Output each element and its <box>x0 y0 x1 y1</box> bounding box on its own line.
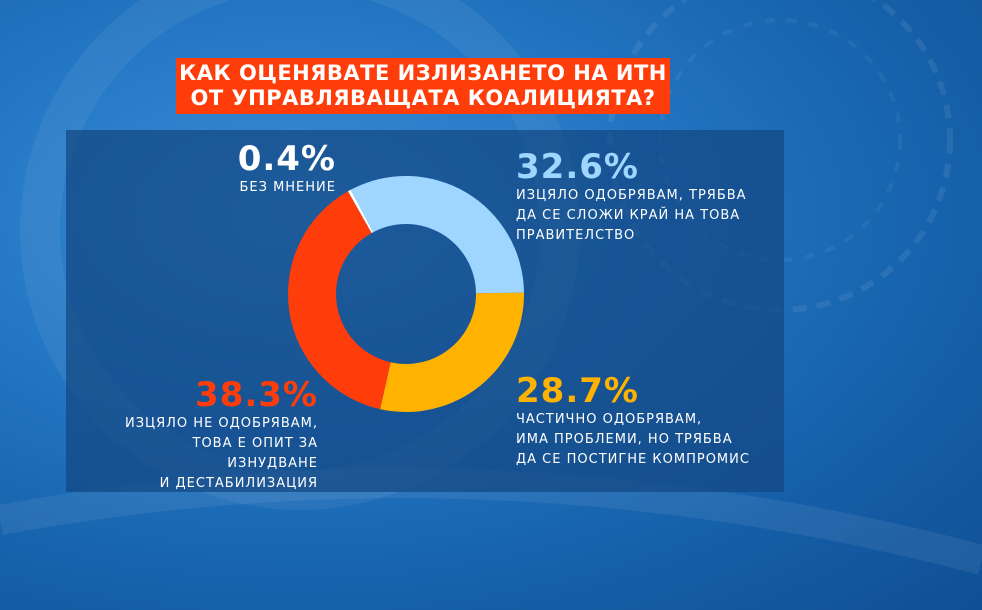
desc-approve-fully-3: ПРАВИТЕЛСТВО <box>516 228 636 243</box>
pct-approve-partially: 28.7% <box>516 371 639 411</box>
label-no-opinion: 0.4% БЕЗ МНЕНИЕ <box>186 140 336 198</box>
slice-approve-fully <box>350 176 524 294</box>
desc-disapprove-fully-1: ИЗЦЯЛО НЕ ОДОБРЯВАМ, <box>124 416 318 431</box>
desc-approve-partially-1: ЧАСТИЧНО ОДОБРЯВАМ, <box>516 412 703 427</box>
desc-no-opinion-1: БЕЗ МНЕНИЕ <box>239 180 336 195</box>
title-line-1: КАК ОЦЕНЯВАТЕ ИЗЛИЗАНЕТО НА ИТН <box>179 61 667 85</box>
title-line-2: ОТ УПРАВЛЯВАЩАТА КОАЛИЦИЯТА? <box>190 86 656 110</box>
label-disapprove-fully: 38.3% ИЗЦЯЛО НЕ ОДОБРЯВАМ, ТОВА Е ОПИТ З… <box>106 376 318 494</box>
desc-approve-partially-3: ДА СЕ ПОСТИГНЕ КОМПРОМИС <box>516 452 750 467</box>
label-approve-partially: 28.7% ЧАСТИЧНО ОДОБРЯВАМ, ИМА ПРОБЛЕМИ, … <box>516 372 750 470</box>
label-approve-fully: 32.6% ИЗЦЯЛО ОДОБРЯВАМ, ТРЯБВА ДА СЕ СЛО… <box>516 148 747 246</box>
pct-approve-fully: 32.6% <box>516 147 639 187</box>
desc-disapprove-fully-2: ТОВА Е ОПИТ ЗА ИЗНУДВАНЕ <box>192 436 318 471</box>
pct-no-opinion: 0.4% <box>237 139 336 179</box>
slice-approve-partially <box>380 292 524 413</box>
donut-chart <box>287 176 524 413</box>
chart-panel: 32.6% ИЗЦЯЛО ОДОБРЯВАМ, ТРЯБВА ДА СЕ СЛО… <box>66 130 784 492</box>
desc-approve-partially-2: ИМА ПРОБЛЕМИ, НО ТРЯБВА <box>516 432 733 447</box>
desc-approve-fully-2: ДА СЕ СЛОЖИ КРАЙ НА ТОВА <box>516 208 741 223</box>
desc-disapprove-fully-3: И ДЕСТАБИЛИЗАЦИЯ <box>159 476 318 491</box>
slice-disapprove-fully <box>287 191 391 410</box>
pct-disapprove-fully: 38.3% <box>195 375 318 415</box>
chart-title: КАК ОЦЕНЯВАТЕ ИЗЛИЗАНЕТО НА ИТН ОТ УПРАВ… <box>176 58 670 114</box>
desc-approve-fully-1: ИЗЦЯЛО ОДОБРЯВАМ, ТРЯБВА <box>516 188 747 203</box>
slice-no-opinion <box>348 189 374 234</box>
